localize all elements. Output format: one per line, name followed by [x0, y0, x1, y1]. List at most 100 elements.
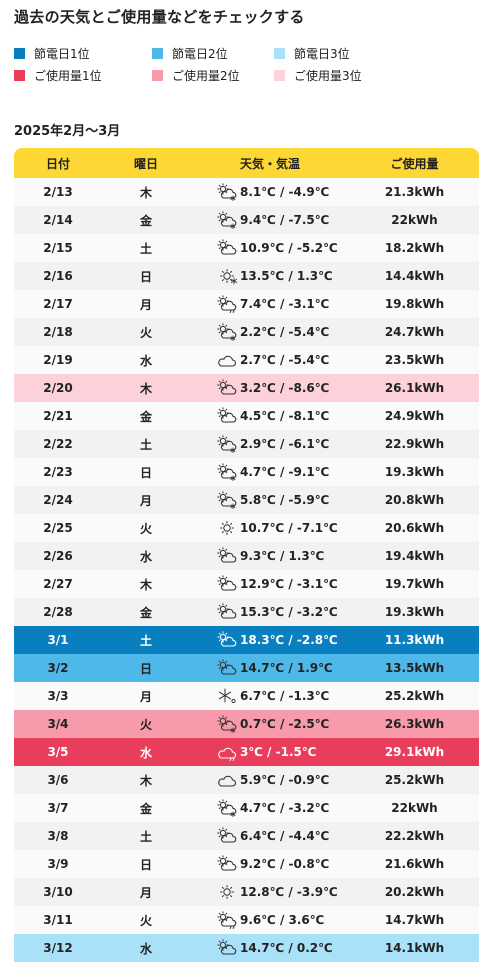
row-date: 3/3 — [47, 689, 69, 703]
row-weather: 14.7℃ / 1.9℃ — [190, 659, 350, 677]
row-weather: 2.2℃ / -5.4℃ — [190, 323, 350, 341]
table-row: 2/27 木 12.9℃ / -3.1℃ 19.7kWh — [14, 570, 479, 598]
legend-label: 節電日1位 — [34, 46, 90, 61]
table-row: 2/24 月 5.8℃ / -5.9℃ 20.8kWh — [14, 486, 479, 514]
row-temperature: 9.4℃ / -7.5℃ — [240, 213, 330, 227]
legend-swatch — [274, 69, 285, 81]
row-temperature: 14.7℃ / 1.9℃ — [240, 661, 333, 675]
table-row: 2/13 木 8.1℃ / -4.9℃ 21.3kWh — [14, 178, 479, 206]
sun-cloud-snow-icon — [217, 211, 237, 229]
table-row: 3/6 木 5.9℃ / -0.9℃ 25.2kWh — [14, 766, 479, 794]
sun-cloud-icon — [217, 603, 237, 621]
row-date: 3/8 — [47, 829, 69, 843]
legend-swatch — [152, 47, 163, 59]
sun-cloud-snow-icon — [217, 715, 237, 733]
row-temperature: 0.7℃ / -2.5℃ — [240, 717, 330, 731]
row-day: 水 — [139, 549, 152, 564]
period-label: 2025年2月〜3月 — [14, 124, 121, 139]
row-temperature: 18.3℃ / -2.8℃ — [240, 633, 338, 647]
row-temperature: 9.2℃ / -0.8℃ — [240, 857, 330, 871]
row-weather: 18.3℃ / -2.8℃ — [190, 631, 350, 649]
legend-item: ご使用量1位 — [14, 68, 152, 83]
row-day: 水 — [139, 941, 152, 956]
row-temperature: 10.7℃ / -7.1℃ — [240, 521, 338, 535]
legend-swatch — [14, 69, 25, 81]
row-temperature: 2.7℃ / -5.4℃ — [240, 353, 330, 367]
cloud-sun-icon — [217, 659, 237, 677]
row-usage: 11.3kWh — [384, 633, 445, 647]
row-temperature: 5.8℃ / -5.9℃ — [240, 493, 330, 507]
sun-cloud-snow-icon — [217, 799, 237, 817]
row-temperature: 12.9℃ / -3.1℃ — [240, 577, 338, 591]
row-weather: 8.1℃ / -4.9℃ — [190, 183, 350, 201]
row-date: 2/17 — [43, 297, 73, 311]
row-weather: 5.8℃ / -5.9℃ — [190, 491, 350, 509]
table-row: 2/16 日 13.5℃ / 1.3℃ 14.4kWh — [14, 262, 479, 290]
row-weather: 9.3℃ / 1.3℃ — [190, 547, 350, 565]
row-date: 3/2 — [47, 661, 69, 675]
row-day: 月 — [139, 493, 152, 508]
row-day: 日 — [139, 661, 152, 676]
row-day: 日 — [139, 269, 152, 284]
row-usage: 24.9kWh — [384, 409, 445, 423]
sun-cloud-snow-icon — [217, 463, 237, 481]
row-weather: 2.7℃ / -5.4℃ — [190, 351, 350, 369]
row-weather: 5.9℃ / -0.9℃ — [190, 771, 350, 789]
row-weather: 9.4℃ / -7.5℃ — [190, 211, 350, 229]
row-usage: 25.2kWh — [384, 773, 445, 787]
header-usage: ご使用量 — [390, 156, 439, 171]
table-row: 2/19 水 2.7℃ / -5.4℃ 23.5kWh — [14, 346, 479, 374]
row-usage: 19.8kWh — [384, 297, 445, 311]
legend-label: ご使用量1位 — [34, 68, 102, 83]
row-day: 金 — [139, 213, 152, 228]
cloud-icon — [217, 771, 237, 789]
row-day: 金 — [139, 605, 152, 620]
sun-icon — [217, 883, 237, 901]
row-weather: 6.4℃ / -4.4℃ — [190, 827, 350, 845]
table-row: 2/25 火 10.7℃ / -7.1℃ 20.6kWh — [14, 514, 479, 542]
row-date: 2/20 — [43, 381, 73, 395]
row-date: 2/15 — [43, 241, 73, 255]
row-weather: 14.7℃ / 0.2℃ — [190, 939, 350, 957]
row-date: 2/16 — [43, 269, 73, 283]
table-row: 2/20 木 3.2℃ / -8.6℃ 26.1kWh — [14, 374, 479, 402]
row-date: 3/1 — [47, 633, 69, 647]
sun-cloud-snow-icon — [217, 491, 237, 509]
row-usage: 22kWh — [391, 801, 438, 815]
page-title: 過去の天気とご使用量などをチェックする — [14, 8, 305, 26]
row-day: 金 — [139, 801, 152, 816]
header-day: 曜日 — [133, 156, 158, 171]
row-usage: 19.7kWh — [384, 577, 445, 591]
table-row: 3/10 月 12.8℃ / -3.9℃ 20.2kWh — [14, 878, 479, 906]
row-day: 水 — [139, 745, 152, 760]
row-day: 月 — [139, 885, 152, 900]
row-weather: 0.7℃ / -2.5℃ — [190, 715, 350, 733]
row-temperature: 9.6℃ / 3.6℃ — [240, 913, 325, 927]
sun-cloud-icon — [217, 239, 237, 257]
row-day: 木 — [139, 577, 152, 592]
row-temperature: 7.4℃ / -3.1℃ — [240, 297, 330, 311]
sun-cloud-icon — [217, 407, 237, 425]
table-row: 3/5 水 3℃ / -1.5℃ 29.1kWh — [14, 738, 479, 766]
table-row: 2/18 火 2.2℃ / -5.4℃ 24.7kWh — [14, 318, 479, 346]
row-usage: 22.9kWh — [384, 437, 445, 451]
row-temperature: 13.5℃ / 1.3℃ — [240, 269, 333, 283]
table-row: 3/1 土 18.3℃ / -2.8℃ 11.3kWh — [14, 626, 479, 654]
table-row: 2/21 金 4.5℃ / -8.1℃ 24.9kWh — [14, 402, 479, 430]
row-day: 木 — [139, 381, 152, 396]
row-weather: 7.4℃ / -3.1℃ — [190, 295, 350, 313]
row-temperature: 12.8℃ / -3.9℃ — [240, 885, 338, 899]
table-row: 2/22 土 2.9℃ / -6.1℃ 22.9kWh — [14, 430, 479, 458]
sun-cloud-rain-icon — [217, 911, 237, 929]
row-date: 3/9 — [47, 857, 69, 871]
row-date: 2/23 — [43, 465, 73, 479]
row-temperature: 6.7℃ / -1.3℃ — [240, 689, 330, 703]
row-day: 火 — [139, 717, 152, 732]
row-weather: 12.9℃ / -3.1℃ — [190, 575, 350, 593]
row-usage: 14.7kWh — [384, 913, 445, 927]
row-date: 3/7 — [47, 801, 69, 815]
row-usage: 22kWh — [391, 213, 438, 227]
row-usage: 13.5kWh — [384, 661, 445, 675]
row-usage: 19.3kWh — [384, 605, 445, 619]
